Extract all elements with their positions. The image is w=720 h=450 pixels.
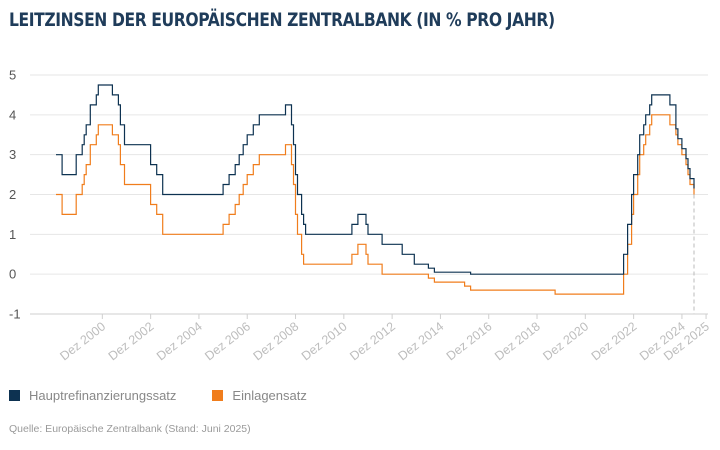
x-tick-label: Dez 2016 [444,319,495,363]
x-tick-label: Dez 2000 [57,319,108,363]
series-line-main-rate [56,84,695,275]
y-tick-label: 4 [9,107,16,122]
legend-item-deposit-rate[interactable]: Einlagensatz [212,388,307,403]
y-tick-label: -1 [9,307,21,322]
legend-swatch-main-rate [9,390,20,401]
legend-label-main-rate: Hauptrefinanzierungssatz [29,388,177,403]
legend-swatch-deposit-rate [212,390,224,401]
x-tick-label: Dez 2002 [106,319,157,363]
x-tick-label: Dez 2014 [395,319,446,363]
y-tick-label: 5 [9,68,16,83]
y-tick-label: 1 [9,227,16,242]
x-tick-label: Dez 2010 [299,319,350,363]
x-tick-label: Dez 2018 [492,319,543,363]
x-tick-label: Dez 2004 [154,319,205,363]
y-tick-label: 2 [9,187,16,202]
series-layer [56,84,695,295]
legend-item-main-rate[interactable]: Hauptrefinanzierungssatz [9,388,176,403]
grid-layer [30,74,708,315]
x-tick-label: Dez 2020 [540,319,591,363]
source-note: Quelle: Europäische Zentralbank (Stand: … [9,423,251,435]
y-axis: -1 0 1 2 3 4 5 [9,68,21,322]
series-line-deposit-rate [56,114,695,295]
x-tick-label: Dez 2008 [251,319,302,363]
chart-title: LEITZINSEN DER EUROPÄISCHEN ZENTRALBANK … [9,9,555,31]
legend: Hauptrefinanzierungssatz Einlagensatz [9,388,343,403]
x-tick-label: Dez 2022 [589,319,640,363]
y-tick-label: 0 [9,267,16,282]
legend-label-deposit-rate: Einlagensatz [232,388,307,403]
y-tick-label: 3 [9,147,16,162]
x-tick-label: Dez 2006 [202,319,253,363]
x-tick-label: Dez 2012 [347,319,398,363]
